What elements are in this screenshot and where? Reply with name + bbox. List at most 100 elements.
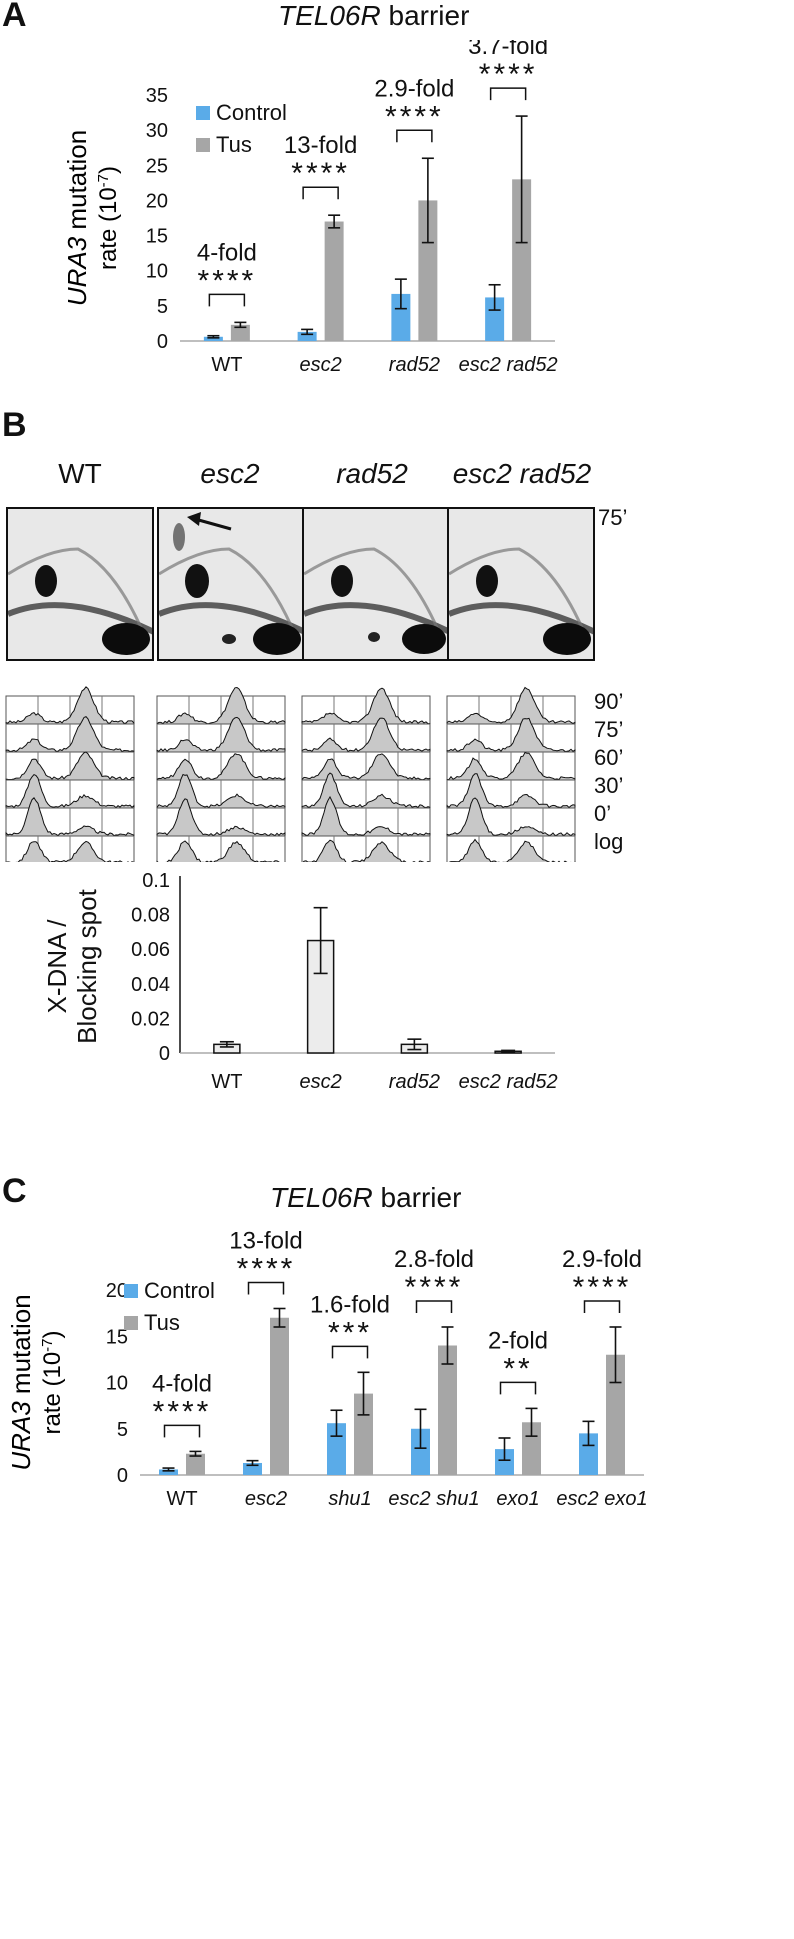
facs-histogram	[446, 717, 576, 753]
panel-a-chart: 0 5 10 15 20 25 30 35 URA3 mutation rate (10-7) WT…	[62, 40, 558, 376]
x-tick-label: exo1	[496, 1488, 539, 1510]
facs-histogram	[5, 797, 135, 837]
x-tick-label: esc2 rad52	[459, 1071, 558, 1093]
legend-label-tus: Tus	[216, 132, 252, 157]
x-tick-label: esc2	[300, 1071, 342, 1093]
y-tick-label: 0.1	[142, 870, 170, 892]
legend-swatch-tus	[196, 138, 210, 152]
fold-change-label: 2.9-fold	[374, 75, 454, 102]
bar-control	[391, 293, 411, 341]
facs-histogram	[156, 716, 286, 753]
facs-histogram	[446, 751, 576, 781]
facs-histogram	[446, 773, 576, 809]
significance-stars: ****	[237, 1253, 296, 1286]
x-tick-label: esc2 rad52	[459, 354, 558, 376]
panel-b-chart: 0 0.02 0.04 0.06 0.08 0.1 X-DNA / Blocking spot…	[42, 870, 558, 1093]
y-axis-label-line2: Blocking spot	[72, 888, 102, 1043]
y-tick-label: 10	[146, 261, 168, 283]
significance-stars: ****	[405, 1271, 464, 1304]
fold-change-label: 3.7-fold	[468, 40, 548, 60]
facs-timepoint-30: 30’	[594, 773, 624, 798]
y-tick-label: 30	[146, 120, 168, 142]
y-tick-label: 5	[157, 296, 168, 318]
y-tick-label: 0	[157, 331, 168, 353]
bar-tus	[186, 1453, 205, 1475]
legend-label-tus: Tus	[144, 1310, 180, 1335]
y-tick-label: 0.08	[131, 905, 170, 927]
bar-tus	[438, 1345, 457, 1475]
bar-tus	[512, 179, 532, 341]
x-tick-label: esc2	[300, 354, 342, 376]
bar-tus	[230, 324, 250, 341]
y-tick-label: 5	[117, 1419, 128, 1441]
x-tick-label: rad52	[389, 354, 440, 376]
gel-esc2	[157, 507, 305, 661]
bar-tus	[324, 221, 344, 341]
y-tick-label: 10	[106, 1373, 128, 1395]
significance-bracket	[331, 1345, 369, 1359]
fold-change-label: 2-fold	[488, 1327, 548, 1354]
x-tick-label: rad52	[389, 1071, 440, 1093]
y-tick-label: 35	[146, 85, 168, 107]
panel-c-title: TEL06R barrier	[270, 1182, 462, 1213]
panel-a-letter: A	[2, 0, 27, 34]
y-tick-label: 0.04	[131, 974, 170, 996]
significance-stars: ****	[291, 157, 350, 190]
significance-stars: ****	[573, 1271, 632, 1304]
facs-histograms	[5, 686, 576, 862]
legend-swatch-tus	[124, 1316, 138, 1330]
facs-histogram	[156, 798, 286, 837]
facs-timepoint-90: 90’	[594, 689, 624, 714]
facs-timepoint-0: 0’	[594, 801, 612, 826]
facs-histogram	[5, 686, 135, 725]
significance-stars: ****	[385, 100, 444, 133]
significance-bracket	[396, 129, 433, 143]
significance-stars: **	[503, 1352, 532, 1385]
facs-histogram	[446, 797, 576, 837]
facs-histogram	[301, 717, 431, 753]
fold-change-label: 2.9-fold	[562, 1246, 642, 1273]
gel-rad52	[302, 507, 450, 661]
facs-timepoint-log: log	[594, 829, 624, 854]
x-tick-label: WT	[166, 1488, 197, 1510]
bar-tus	[354, 1393, 373, 1475]
significance-stars: ****	[153, 1395, 212, 1428]
legend-swatch-control	[196, 106, 210, 120]
significance-stars: ****	[198, 264, 257, 297]
fold-change-label: 13-fold	[229, 1228, 302, 1255]
y-tick-label: 0.06	[131, 939, 170, 961]
y-tick-label: 20	[146, 190, 168, 212]
x-tick-label: esc2	[245, 1488, 287, 1510]
facs-histogram	[301, 687, 431, 725]
facs-histogram	[156, 686, 286, 725]
facs-histogram	[5, 716, 135, 753]
fold-change-label: 13-fold	[284, 132, 357, 159]
legend-swatch-control	[124, 1284, 138, 1298]
significance-bracket	[163, 1424, 201, 1438]
significance-bracket	[302, 186, 339, 200]
bar-control	[411, 1428, 430, 1475]
fold-change-label: 1.6-fold	[310, 1291, 390, 1318]
significance-stars: ***	[328, 1316, 372, 1349]
y-axis-label: URA3 mutation	[6, 1294, 36, 1470]
facs-histogram	[446, 686, 576, 725]
significance-stars: ****	[479, 58, 538, 91]
significance-bracket	[415, 1300, 453, 1313]
fold-change-label: 4-fold	[152, 1370, 212, 1397]
y-axis-label-line2: rate (10-7)	[39, 1330, 66, 1434]
facs-histogram	[448, 838, 576, 862]
bar-control	[485, 297, 505, 341]
facs-histogram	[156, 753, 286, 781]
panel-c-letter: C	[2, 1172, 27, 1210]
arrow-icon	[194, 517, 232, 531]
legend-label-control: Control	[144, 1278, 215, 1303]
gel-wt	[6, 507, 154, 661]
bar-tus	[418, 200, 438, 341]
facs-histogram	[5, 773, 135, 809]
significance-bracket	[208, 293, 246, 307]
col-header-esc2: esc2	[200, 458, 260, 489]
y-tick-label: 15	[106, 1326, 128, 1348]
gel-esc2-rad52	[447, 507, 595, 661]
x-tick-label: WT	[211, 354, 242, 376]
